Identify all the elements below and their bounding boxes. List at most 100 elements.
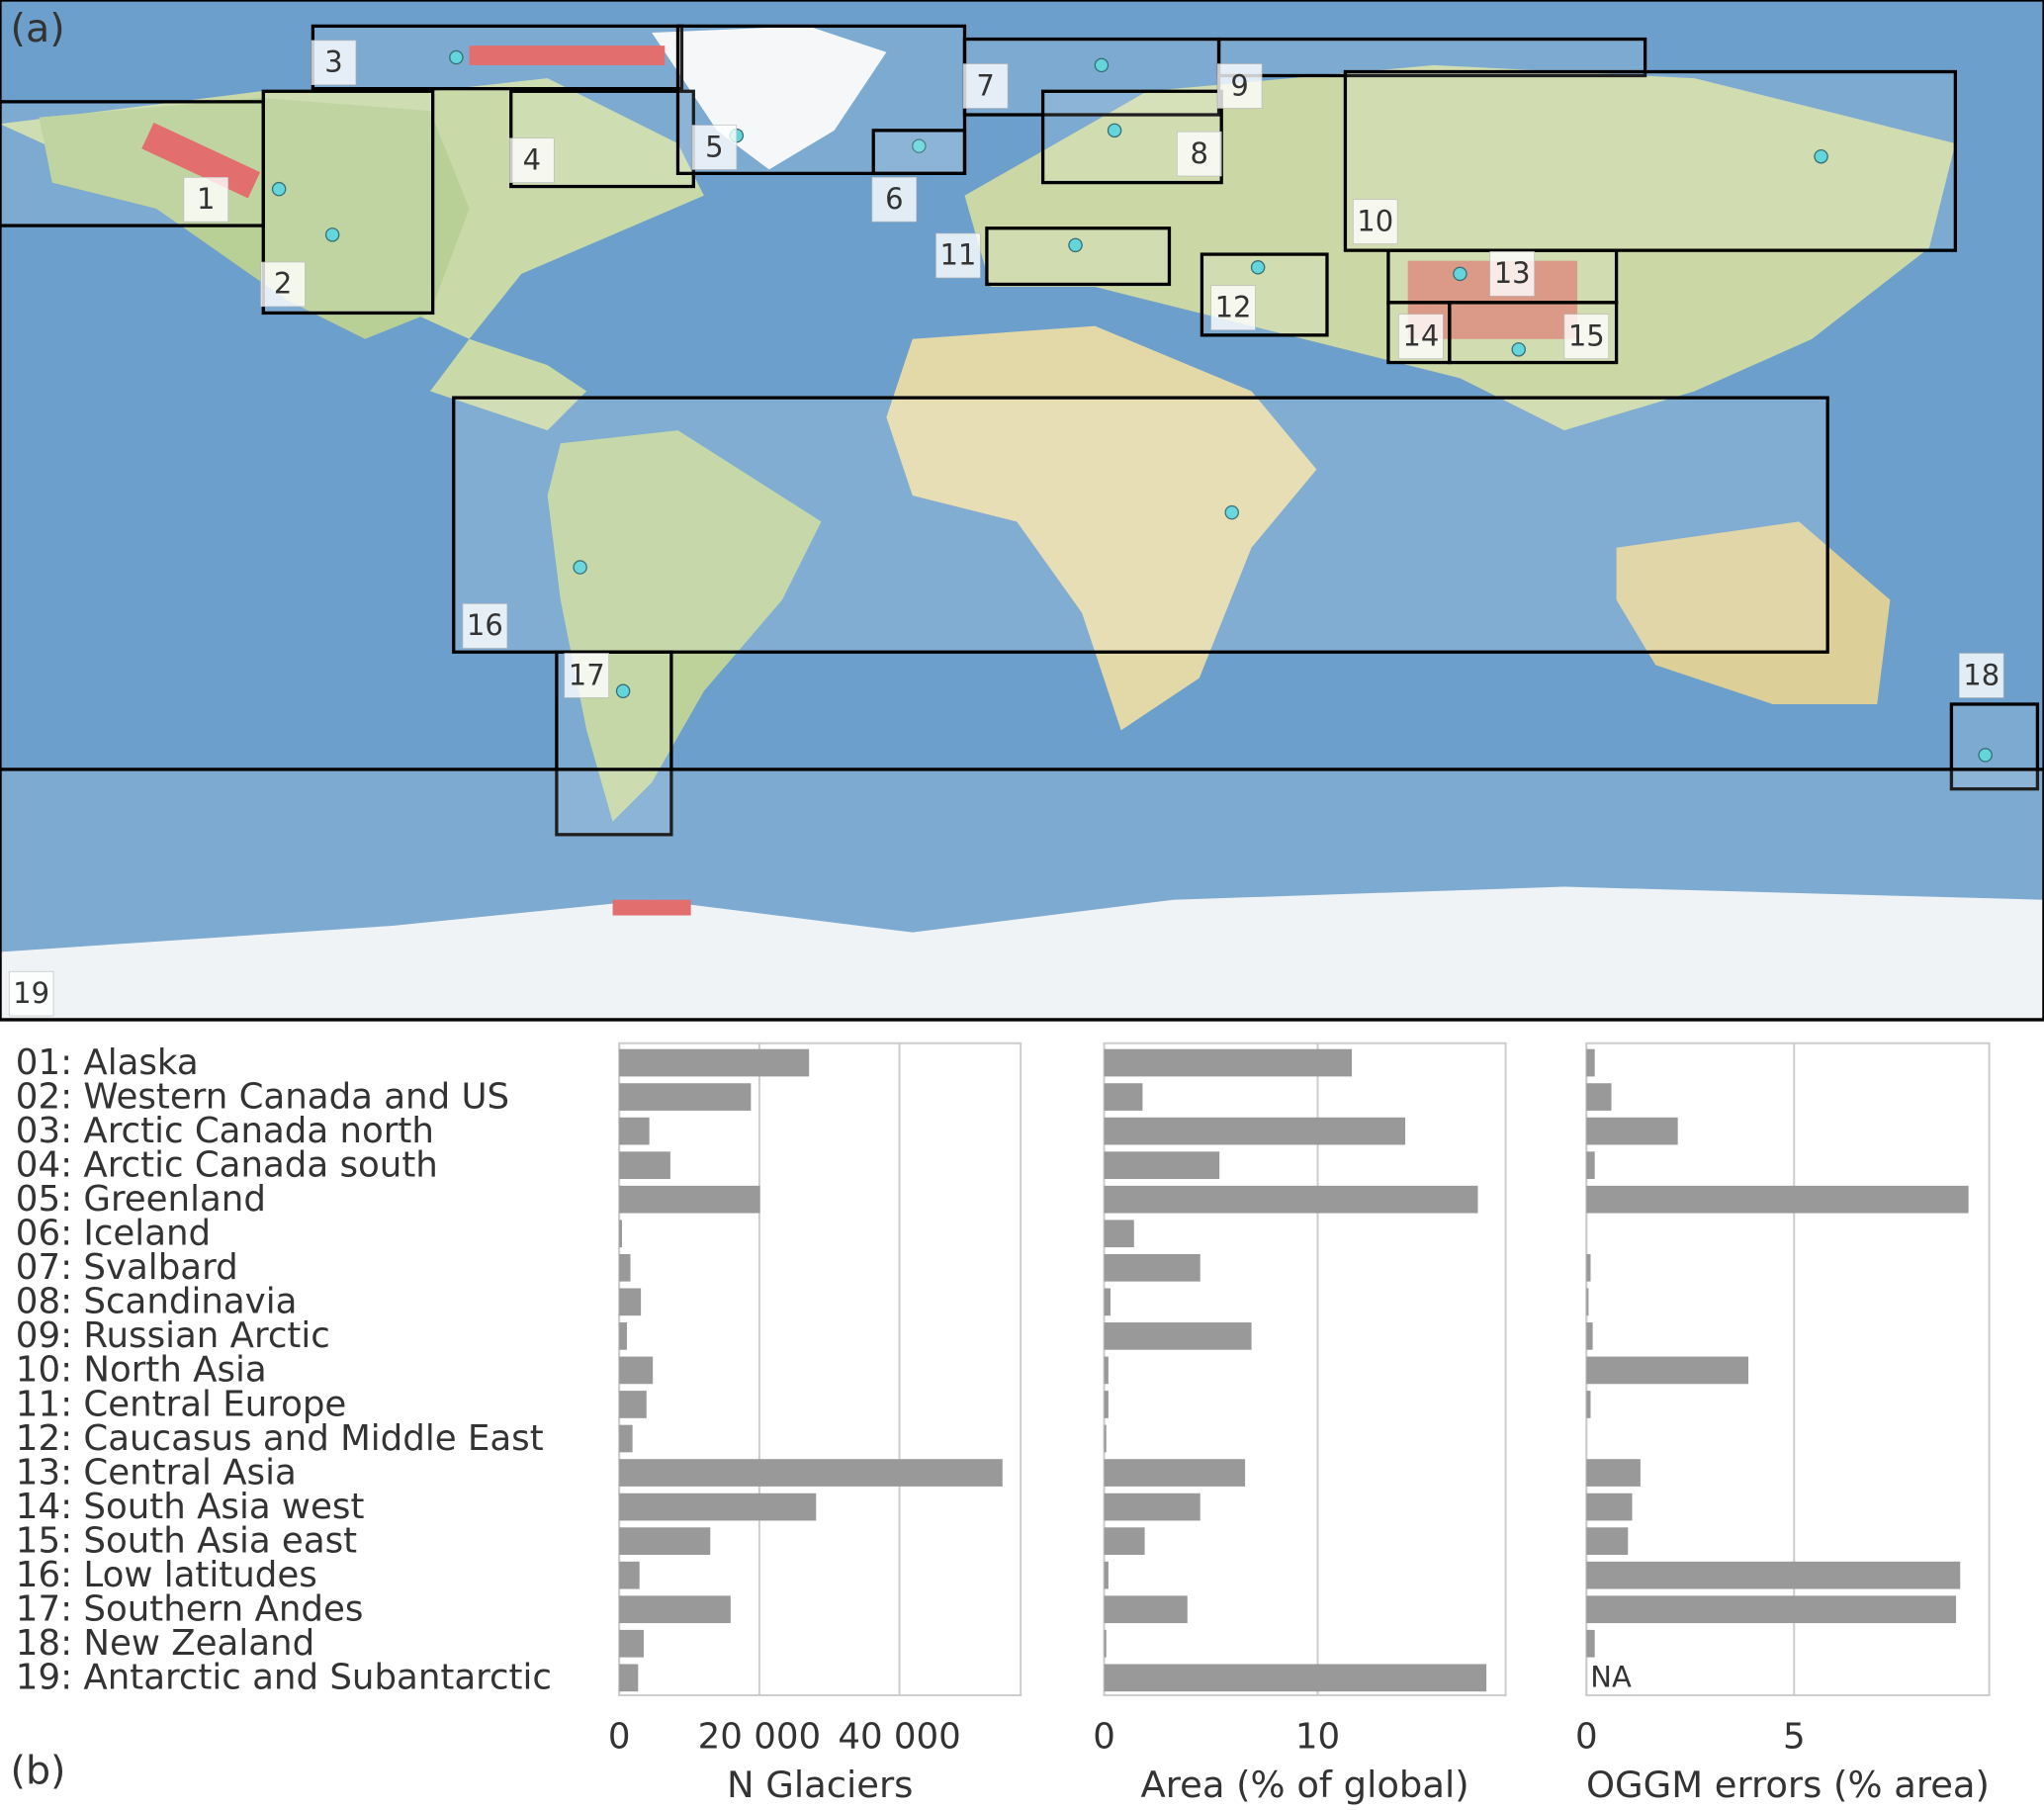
bar: [619, 1561, 640, 1589]
bar: [1586, 1117, 1678, 1145]
region-label: 12: [1215, 290, 1252, 323]
glacier-area: [469, 45, 666, 65]
region-label: 2: [274, 267, 292, 301]
category-label: 15: South Asia east: [16, 1520, 357, 1561]
category-label: 08: Scandinavia: [16, 1282, 298, 1322]
bar: [1586, 1527, 1629, 1555]
land-south-america: [547, 430, 822, 822]
region-label: 11: [939, 238, 976, 272]
region-label-bg: [1398, 314, 1444, 359]
region-label: 16: [467, 608, 503, 642]
category-label: 04: Arctic Canada south: [16, 1144, 438, 1185]
category-label: 14: South Asia west: [16, 1487, 365, 1527]
site: [1453, 266, 1467, 282]
x-tick-label: 10: [1295, 1716, 1340, 1757]
bar: [619, 1322, 627, 1350]
site: [912, 138, 927, 153]
category-label: 07: Svalbard: [16, 1247, 238, 1288]
region-box: [871, 129, 967, 176]
na-label: NA: [1590, 1661, 1632, 1694]
category-label: 12: Caucasus and Middle East: [16, 1418, 544, 1459]
region-label-bg: [1210, 285, 1256, 330]
site: [615, 683, 631, 699]
x-tick-label: 40 000: [838, 1716, 960, 1757]
region-label-bg: [509, 137, 555, 183]
bar: [1586, 1561, 1961, 1589]
land-antarctica: [0, 886, 2044, 1021]
region-label: 1: [197, 182, 215, 216]
glacier-area: [612, 899, 691, 916]
region-label: 18: [1963, 658, 2000, 691]
x-axis-label: OGGM errors (% area): [1586, 1764, 1990, 1806]
region-label-bg: [935, 232, 981, 279]
x-tick-label: 0: [1575, 1716, 1598, 1757]
bar: [1586, 1048, 1595, 1077]
site: [1978, 748, 1993, 763]
bar: [1104, 1083, 1143, 1111]
site: [1814, 148, 1828, 164]
bar: [619, 1664, 639, 1692]
x-tick-label: 0: [608, 1716, 631, 1757]
bar: [619, 1185, 760, 1214]
bar: [619, 1493, 817, 1521]
bar: [619, 1117, 650, 1145]
land-africa: [886, 325, 1317, 731]
bar: [619, 1629, 644, 1658]
region-label-bg: [962, 63, 1009, 109]
bar: [1104, 1048, 1353, 1077]
region-label-bg: [1563, 314, 1610, 359]
category-label: 19: Antarctic and Subantarctic: [16, 1658, 552, 1698]
glacier-area: [141, 122, 261, 199]
bar: [619, 1288, 642, 1316]
region-label-bg: [311, 40, 357, 86]
bar: [619, 1083, 752, 1111]
bar: [619, 1356, 654, 1385]
category-label: 05: Greenland: [16, 1179, 266, 1220]
bar: [1586, 1391, 1591, 1418]
region-label-bg: [462, 603, 508, 649]
bar: [1586, 1356, 1749, 1385]
panel-label: (a): [11, 6, 65, 51]
category-label: 11: Central Europe: [16, 1384, 347, 1424]
bar: [619, 1253, 631, 1282]
region-label: 6: [885, 182, 903, 216]
bar: [619, 1527, 711, 1555]
region-box: [1343, 69, 1958, 252]
region-box: [675, 24, 967, 176]
bar: [1104, 1185, 1478, 1214]
land-greenland: [652, 26, 887, 170]
category-label: 10: North Asia: [16, 1350, 267, 1391]
bar: [619, 1048, 810, 1077]
site: [324, 227, 340, 242]
bar: [1104, 1220, 1134, 1248]
region-label: 8: [1191, 136, 1208, 170]
bar: [1104, 1253, 1200, 1282]
region-box: [1216, 37, 1647, 78]
category-label: 09: Russian Arctic: [16, 1315, 330, 1356]
bar: [1586, 1083, 1612, 1111]
x-tick-label: 20 000: [698, 1716, 821, 1757]
category-label: 17: Southern Andes: [16, 1589, 364, 1630]
region-label-bg: [1216, 63, 1263, 109]
category-label: 18: New Zealand: [16, 1623, 314, 1664]
bar: [1104, 1288, 1111, 1316]
region-label: 5: [705, 130, 723, 163]
bar: [1104, 1424, 1107, 1453]
region-label: 7: [976, 68, 994, 102]
bar: [1586, 1288, 1589, 1316]
region-label: 15: [1568, 318, 1605, 352]
bar: [619, 1391, 647, 1418]
bar: [1586, 1322, 1593, 1350]
bar: [1586, 1185, 1969, 1214]
bar: [619, 1459, 1003, 1487]
region-label-bg: [260, 261, 306, 308]
region-label-bg: [1958, 653, 2004, 698]
category-label: 03: Arctic Canada north: [16, 1111, 434, 1151]
region-label: 4: [523, 142, 541, 176]
bar: [619, 1220, 622, 1248]
category-label: 16: Low latitudes: [16, 1555, 317, 1595]
bar: [1104, 1459, 1246, 1487]
bar: [1104, 1527, 1145, 1555]
region-label: 14: [1402, 318, 1439, 352]
